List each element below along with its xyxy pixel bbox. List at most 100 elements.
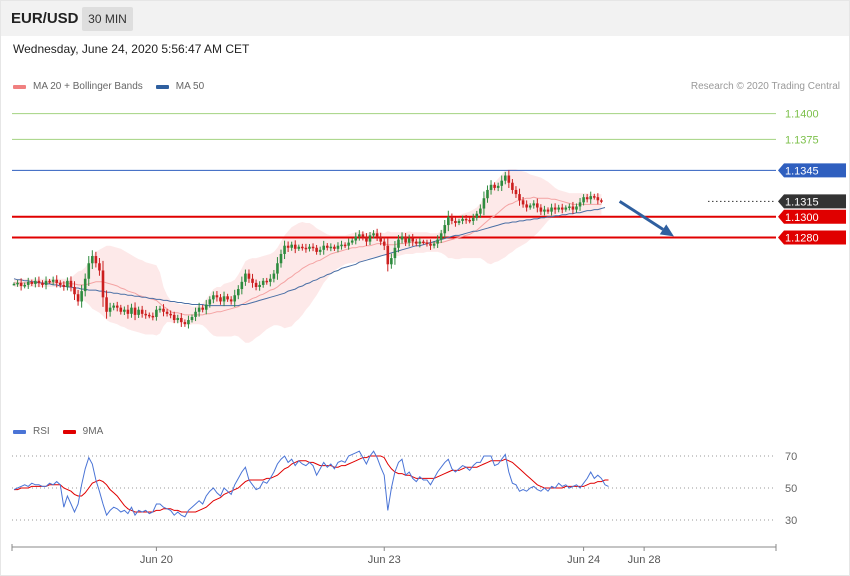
candle — [23, 282, 26, 289]
candle — [503, 171, 507, 185]
candle-body — [539, 207, 543, 212]
candle — [69, 276, 73, 292]
level-label: 1.1375 — [785, 134, 819, 146]
legend-rsi-ma: 9MA — [62, 426, 103, 437]
candle — [454, 217, 457, 227]
ma20-line — [14, 196, 602, 316]
candle — [596, 193, 600, 205]
candle — [80, 284, 83, 308]
candle-body — [201, 307, 204, 310]
legend-label-rsi: RSI — [33, 426, 50, 437]
candle-body — [404, 236, 407, 243]
candle — [518, 188, 521, 206]
candle — [546, 207, 550, 214]
candle — [297, 244, 301, 251]
candle-body — [450, 216, 454, 221]
x-tick-label: Jun 28 — [628, 554, 661, 566]
candle-body — [190, 316, 194, 321]
candle — [73, 281, 76, 301]
candle-body — [329, 246, 333, 249]
candle-body — [418, 241, 422, 244]
candle — [496, 182, 500, 192]
candle-body — [436, 239, 439, 244]
candle-body — [525, 204, 528, 208]
candle-body — [546, 209, 550, 212]
candle — [315, 244, 318, 255]
candle-body — [575, 206, 578, 210]
projection-arrow-shaft — [618, 200, 664, 231]
candle-body — [304, 247, 308, 250]
candle-body — [236, 289, 240, 296]
candle — [94, 251, 98, 268]
candle-body — [479, 208, 482, 214]
candle-body — [354, 236, 358, 241]
legend-label-ma50: MA 50 — [175, 81, 205, 92]
candle-body — [293, 244, 297, 249]
candle-body — [123, 309, 126, 312]
x-tick-label: Jun 20 — [140, 554, 173, 566]
candle — [479, 204, 482, 218]
candle — [418, 237, 422, 248]
timeframe-button[interactable]: 30 MIN — [82, 7, 133, 31]
candle-body — [386, 245, 390, 265]
candle — [393, 241, 397, 265]
candle-body — [507, 175, 511, 183]
candle-body — [183, 322, 187, 325]
candle-body — [443, 225, 447, 234]
candle — [108, 302, 112, 317]
candle — [194, 307, 197, 322]
candle — [112, 302, 115, 311]
candle-body — [73, 287, 76, 295]
candle — [251, 273, 254, 288]
candle — [66, 277, 69, 291]
candle — [44, 276, 48, 290]
candle — [91, 250, 94, 270]
rsi-ma-line — [14, 455, 609, 513]
candle-body — [475, 213, 479, 218]
candle-body — [511, 182, 514, 190]
candle-body — [596, 197, 600, 201]
candle — [585, 193, 589, 203]
candle-body — [482, 198, 486, 209]
candle — [550, 203, 553, 216]
price-badge — [778, 209, 846, 224]
price-badge — [778, 230, 846, 245]
candle — [543, 205, 546, 216]
candle — [279, 249, 283, 268]
candle-body — [41, 282, 44, 285]
candle — [155, 305, 158, 321]
candle — [76, 289, 80, 306]
candle — [343, 242, 347, 249]
candle-body — [290, 244, 293, 248]
candle-body — [407, 238, 411, 243]
level-1.1300: 1.1300 — [12, 209, 846, 224]
candle-body — [496, 185, 500, 188]
candle-body — [347, 242, 350, 246]
candle — [208, 296, 212, 308]
candle-body — [226, 296, 229, 300]
candle-body — [222, 296, 226, 302]
candle-body — [165, 311, 169, 314]
candle-body — [215, 295, 219, 298]
candle — [123, 306, 126, 315]
x-tick-label: Jun 24 — [567, 554, 600, 566]
candle — [532, 200, 536, 209]
level-1.1400: 1.1400 — [12, 109, 819, 121]
price-badge — [778, 194, 846, 209]
candle-body — [461, 218, 464, 221]
candle-body — [372, 233, 375, 236]
candle-body — [23, 284, 26, 287]
candle — [439, 229, 443, 243]
candle — [147, 312, 151, 319]
candle-body — [91, 256, 94, 264]
candle — [26, 277, 30, 289]
candle — [276, 257, 279, 280]
candle-body — [83, 278, 87, 292]
candle — [19, 278, 23, 291]
candle — [269, 274, 272, 287]
candle-body — [414, 241, 418, 244]
candle — [429, 239, 432, 250]
candle-body — [343, 244, 347, 247]
candle-body — [34, 280, 37, 284]
